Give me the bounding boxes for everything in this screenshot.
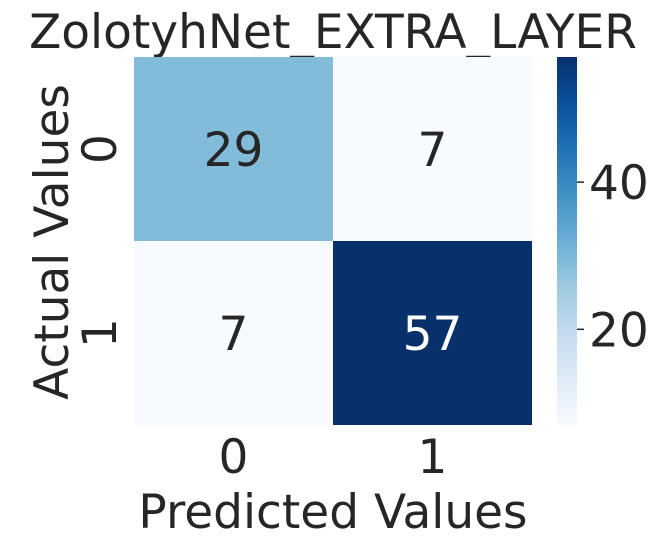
cell-annotation-r0-c1: 7: [418, 123, 448, 178]
colorbar-tick-label-1: 40: [589, 156, 649, 211]
heatmap-cells: [134, 57, 532, 425]
x-axis-label: Predicted Values: [138, 485, 527, 540]
cell-annotation-r1-c0: 7: [219, 307, 249, 362]
colorbar-tick-label-0: 20: [589, 303, 649, 358]
cell-annotations: 29 7 7 57: [204, 123, 463, 362]
y-tick-label-0: 0: [73, 134, 128, 164]
x-tick-label-1: 1: [418, 430, 448, 485]
x-tick-label-0: 0: [219, 430, 249, 485]
chart-title: ZolotyhNet_EXTRA_LAYER: [29, 5, 637, 60]
heatmap-cell-r0-c1: [333, 57, 532, 241]
colorbar: [557, 57, 577, 425]
cell-annotation-r0-c0: 29: [204, 123, 264, 178]
heatmap-cell-r1-c0: [134, 241, 333, 425]
heatmap-cell-r1-c1: [333, 241, 532, 425]
y-tick-label-1: 1: [73, 318, 128, 348]
y-axis-label: Actual Values: [25, 84, 80, 400]
cell-annotation-r1-c1: 57: [403, 307, 463, 362]
y-axis-ticks: 01: [73, 134, 128, 348]
heatmap-cell-r0-c0: [134, 57, 333, 241]
